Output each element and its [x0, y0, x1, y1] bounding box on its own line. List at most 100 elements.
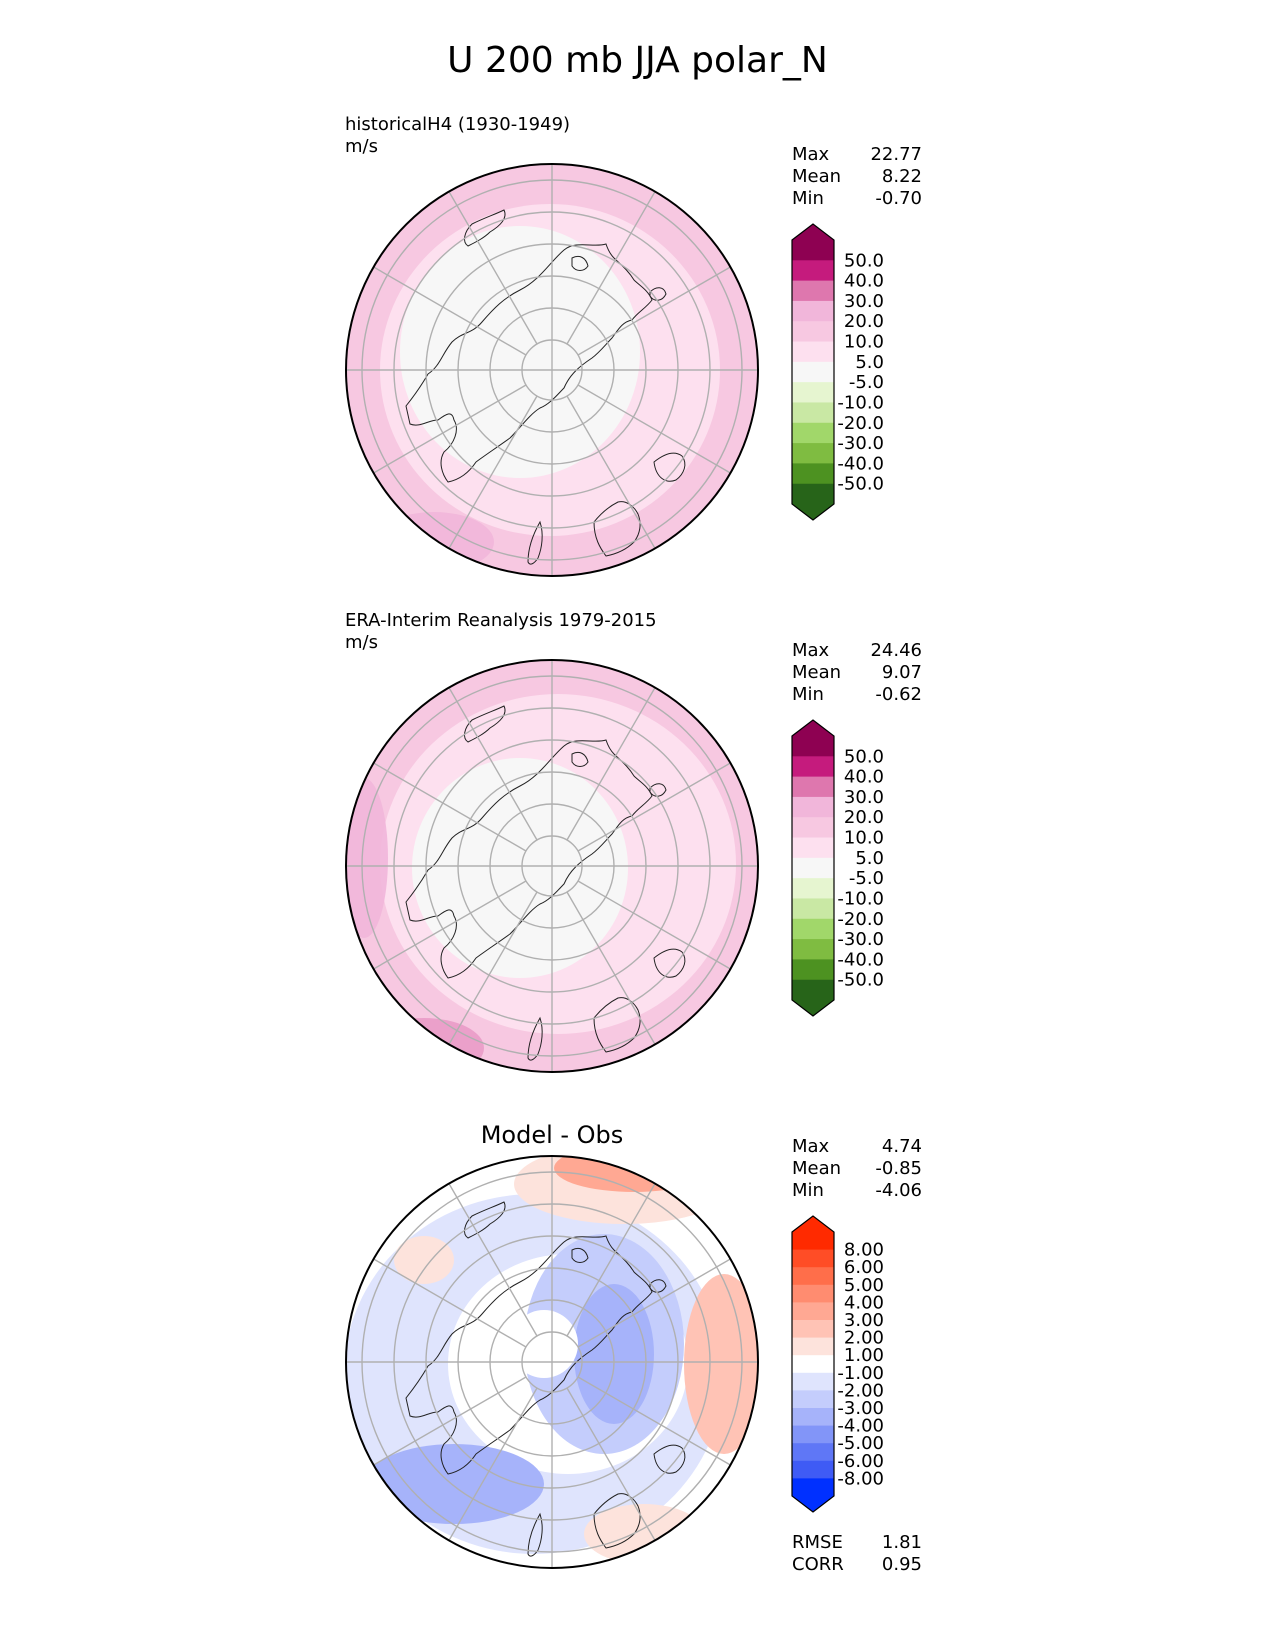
- colorbar-tick-label: -5.0: [849, 868, 884, 889]
- colorbar-segment: [792, 857, 834, 879]
- colorbar-segment: [792, 918, 834, 940]
- colorbar-tick-label: 30.0: [844, 787, 884, 808]
- colorbar-tick-label: 2.00: [844, 1328, 884, 1349]
- panel3-title: Model - Obs: [480, 1121, 624, 1149]
- colorbar-tick-label: -30.0: [837, 433, 884, 454]
- map-boundary: [345, 1155, 759, 1569]
- coastline: [649, 783, 667, 797]
- longitude-line: [577, 880, 731, 970]
- longitude-line: [448, 687, 538, 841]
- panel1-polar-map: [345, 163, 759, 577]
- stat-min: Min -0.62: [792, 684, 922, 705]
- colorbar-tick-label: -3.00: [837, 1398, 884, 1419]
- colorbar-segment: [792, 402, 834, 424]
- colorbar-segment: [792, 1337, 834, 1356]
- stat-corr: CORR 0.95: [792, 1554, 922, 1575]
- stat-max: Max 22.77: [792, 144, 922, 165]
- field-contour: [584, 1504, 704, 1564]
- colorbar-tick-label: 10.0: [844, 332, 884, 353]
- colorbar-segment: [792, 1320, 834, 1339]
- colorbar-tick-label: -8.00: [837, 1468, 884, 1489]
- coastline: [593, 501, 641, 557]
- colorbar-extend-top: [792, 1216, 834, 1232]
- colorbar-tick-label: -50.0: [837, 474, 884, 495]
- colorbar-segment: [792, 1302, 834, 1321]
- panel2-stats: Max 24.46 Mean 9.07 Min -0.62: [792, 640, 922, 706]
- field-contour: [364, 1444, 544, 1524]
- longitude-line: [448, 395, 538, 549]
- coastline: [464, 705, 506, 743]
- longitude-line: [448, 1183, 538, 1337]
- longitude-line: [566, 395, 656, 549]
- panel2-polar-map: [345, 659, 759, 1073]
- stat-mean: Mean 9.07: [792, 662, 922, 683]
- panel2-units: m/s: [345, 632, 378, 653]
- panel2-dataset-name: ERA-Interim Reanalysis 1979-2015: [345, 610, 657, 631]
- coastline: [593, 1493, 641, 1549]
- map-boundary: [345, 163, 759, 577]
- coastline: [653, 1444, 686, 1474]
- longitude-line: [566, 891, 656, 1045]
- stat-rmse: RMSE 1.81: [792, 1532, 922, 1553]
- longitude-line: [566, 1183, 656, 1337]
- longitude-line: [577, 1258, 731, 1348]
- colorbar-tick-label: 5.00: [844, 1275, 884, 1296]
- colorbar-tick-label: -10.0: [837, 392, 884, 413]
- coastline: [649, 287, 667, 301]
- colorbar-tick-label: 1.00: [844, 1345, 884, 1366]
- colorbar-tick-label: 5.0: [855, 848, 884, 869]
- colorbar-segment: [792, 776, 834, 798]
- colorbar-outline: [791, 223, 835, 521]
- colorbar-segment: [792, 1267, 834, 1286]
- colorbar-segment: [792, 260, 834, 282]
- coastline: [593, 997, 641, 1053]
- colorbar-tick-label: 4.00: [844, 1292, 884, 1313]
- field-contour: [374, 512, 494, 572]
- longitude-line: [448, 891, 538, 1045]
- stat-min: Min -4.06: [792, 1180, 922, 1201]
- colorbar-segment: [792, 1408, 834, 1427]
- colorbar-segment: [792, 321, 834, 343]
- colorbar-tick-label: 40.0: [844, 767, 884, 788]
- stat-min: Min -0.70: [792, 188, 922, 209]
- colorbar-tick-label: -4.00: [837, 1416, 884, 1437]
- colorbar-outline: [791, 719, 835, 1017]
- colorbar-segment: [792, 1460, 834, 1479]
- colorbar-segment: [792, 1249, 834, 1268]
- colorbar-segment: [792, 898, 834, 920]
- colorbar-segment: [792, 1478, 834, 1512]
- panel3-stats: Max 4.74 Mean -0.85 Min -4.06: [792, 1136, 922, 1202]
- longitude-line: [373, 1376, 527, 1466]
- coastline: [464, 209, 506, 247]
- colorbar-segment: [792, 939, 834, 960]
- colorbar-segment: [792, 1284, 834, 1303]
- longitude-line: [577, 266, 731, 356]
- colorbar-tick-label: 20.0: [844, 807, 884, 828]
- colorbar-segment: [792, 1355, 834, 1374]
- figure-title: U 200 mb JJA polar_N: [447, 40, 828, 81]
- colorbar-segment: [792, 443, 834, 464]
- coastline: [405, 1235, 653, 1475]
- map-field: [346, 1156, 758, 1568]
- coastline: [464, 1201, 506, 1239]
- colorbar-tick-label: -40.0: [837, 453, 884, 474]
- field-contour: [412, 758, 628, 978]
- colorbar-tick-label: 40.0: [844, 271, 884, 292]
- coastline: [571, 751, 589, 767]
- stat-max: Max 24.46: [792, 640, 922, 661]
- longitude-line: [448, 1387, 538, 1541]
- colorbar-segment: [792, 1232, 834, 1251]
- colorbar-segment: [792, 422, 834, 444]
- longitude-line: [373, 1258, 527, 1348]
- longitude-line: [566, 191, 656, 345]
- map-field: [346, 660, 758, 1072]
- field-contour: [510, 1310, 578, 1378]
- colorbar-segment: [792, 483, 834, 520]
- longitude-line: [373, 384, 527, 474]
- stat-max: Max 4.74: [792, 1136, 922, 1157]
- colorbar-tick-label: 8.00: [844, 1240, 884, 1261]
- colorbar-tick-label: -10.0: [837, 888, 884, 909]
- colorbar-segment: [792, 878, 834, 899]
- panel2-colorbar: 50.040.030.020.010.05.0-5.0-10.0-20.0-30…: [791, 719, 884, 1017]
- colorbar-extend-top: [792, 224, 834, 240]
